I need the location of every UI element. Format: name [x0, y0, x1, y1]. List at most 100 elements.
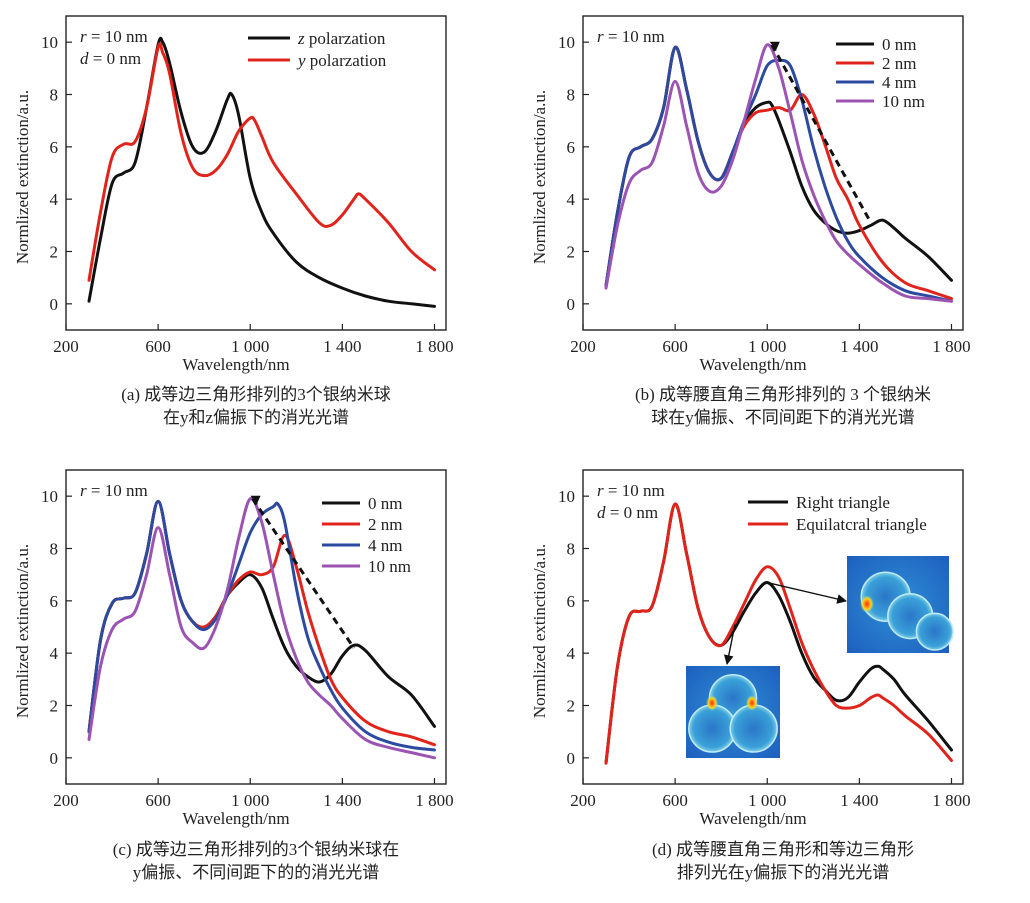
- x-axis-label: Wavelength/nm: [699, 355, 806, 374]
- x-tick-label: 1 400: [323, 337, 361, 356]
- pointer-arrow-equilateral-triangle: [723, 624, 736, 665]
- y-tick-label: 4: [567, 190, 576, 209]
- x-tick-label: 200: [53, 337, 79, 356]
- legend-label: 0 nm: [882, 35, 916, 54]
- plot-frame: [65, 469, 447, 785]
- y-axis-label: Normlized extinction/a.u.: [13, 544, 32, 718]
- field-map-insets: [686, 556, 954, 758]
- y-tick-label: 0: [567, 295, 576, 314]
- x-tick-label: 1 000: [748, 337, 786, 356]
- chart-panel-c: 200 600 1 000 1 400 1 800 0 2 4 6 8 10 Wavelength/n…: [13, 469, 454, 882]
- x-tick-label: 1 000: [748, 791, 786, 810]
- x-axis-label: Wavelength/nm: [182, 809, 289, 828]
- parameter-annotation: r = 10 nm: [80, 481, 148, 500]
- parameter-annotation: r = 10 nm: [597, 481, 665, 500]
- y-tick-label: 2: [50, 697, 59, 716]
- legend: 0 nm 2 nm 4 nm 10 nm: [322, 494, 411, 576]
- legend-label: Right triangle: [796, 493, 890, 512]
- x-tick-label: 1 800: [415, 337, 453, 356]
- y-tick-label: 10: [558, 33, 575, 52]
- x-tick-label: 1 800: [415, 791, 453, 810]
- parameter-annotation: r = 10 nm: [597, 27, 665, 46]
- legend-label: 0 nm: [368, 494, 402, 513]
- field-map-sphere: [915, 612, 954, 651]
- legend-label: 10 nm: [882, 92, 925, 111]
- legend-label: Equilatcral triangle: [796, 515, 927, 534]
- x-tick-label: 1 800: [932, 791, 970, 810]
- hot-spot: [706, 695, 718, 711]
- series-line-3: [87, 497, 436, 760]
- y-tick-label: 4: [567, 644, 576, 663]
- x-tick-label: 600: [662, 337, 688, 356]
- x-tick-label: 1 400: [323, 791, 361, 810]
- y-tick-label: 0: [567, 749, 576, 768]
- series-line-1: [604, 502, 953, 765]
- y-tick-label: 8: [50, 540, 59, 559]
- trend-arrow-head: [250, 495, 261, 505]
- plot-frame: [582, 15, 964, 331]
- series-line-0: [87, 36, 436, 308]
- series-line-1: [87, 42, 436, 282]
- y-axis-label: Normlized extinction/a.u.: [530, 90, 549, 264]
- series-line-3: [604, 43, 953, 303]
- hot-spot: [746, 695, 758, 711]
- parameter-annotation: d = 0 nm: [597, 503, 658, 522]
- x-tick-label: 200: [53, 791, 79, 810]
- x-tick-label: 1 400: [840, 791, 878, 810]
- x-tick-label: 600: [145, 337, 171, 356]
- y-tick-label: 8: [567, 540, 576, 559]
- x-tick-label: 200: [570, 337, 596, 356]
- series-line-2: [604, 45, 953, 303]
- panel-caption: 在y和z偏振下的消光光谱: [163, 408, 349, 427]
- y-tick-label: 2: [567, 697, 576, 716]
- y-tick-label: 2: [50, 243, 59, 262]
- panel-caption: (b) 成等腰直角三角形排列的 3 个银纳米: [635, 385, 931, 404]
- legend-label: 10 nm: [368, 557, 411, 576]
- trend-arrow-line: [770, 44, 873, 224]
- chart-panel-a: 200 600 1 000 1 400 1 800 0 2 4 6 8 10 Wavelength/n…: [13, 15, 454, 427]
- panel-caption: y偏振、不同间距下的的消光光谱: [133, 863, 380, 882]
- series-line-2: [87, 499, 436, 752]
- legend-label: z polarzation: [297, 29, 386, 48]
- y-tick-label: 6: [567, 592, 576, 611]
- y-tick-label: 6: [50, 138, 59, 157]
- field-map-sphere: [729, 704, 778, 753]
- plot-frame: [65, 15, 447, 331]
- x-tick-label: 1 800: [932, 337, 970, 356]
- legend: z polarzation y polarzation: [248, 29, 387, 70]
- parameter-annotation: r = 10 nm: [80, 27, 148, 46]
- pointer-arrow-right-triangle: [767, 581, 847, 604]
- x-tick-label: 600: [145, 791, 171, 810]
- field-map-sphere: [688, 704, 737, 753]
- panel-caption: (d) 成等腰直角三角形和等边三角形: [652, 840, 914, 859]
- legend-label: 4 nm: [368, 536, 402, 555]
- x-tick-label: 600: [662, 791, 688, 810]
- y-tick-label: 0: [50, 295, 59, 314]
- x-axis-label: Wavelength/nm: [699, 809, 806, 828]
- trend-arrow-line: [251, 497, 356, 649]
- parameter-annotation: d = 0 nm: [80, 49, 141, 68]
- plot-frame: [582, 469, 964, 785]
- legend-label: 2 nm: [882, 54, 916, 73]
- panel-caption: 排列光在y偏振下的消光光谱: [677, 863, 890, 882]
- x-tick-label: 200: [570, 791, 596, 810]
- y-tick-label: 10: [41, 487, 58, 506]
- y-tick-label: 2: [567, 243, 576, 262]
- field-map-equilateral-triangle: [686, 666, 780, 758]
- legend-label: 2 nm: [368, 515, 402, 534]
- y-tick-label: 10: [558, 487, 575, 506]
- y-axis-label: Normlized extinction/a.u.: [13, 90, 32, 264]
- y-tick-label: 6: [567, 138, 576, 157]
- chart-panel-d: 200 600 1 000 1 400 1 800 0 2 4 6 8 10 Wavelength/n…: [530, 469, 971, 882]
- y-axis-label: Normlized extinction/a.u.: [530, 544, 549, 718]
- y-tick-label: 0: [50, 749, 59, 768]
- y-tick-label: 6: [50, 592, 59, 611]
- field-map-right-triangle: [847, 556, 954, 653]
- x-axis-label: Wavelength/nm: [182, 355, 289, 374]
- legend: Right triangle Equilatcral triangle: [748, 493, 927, 534]
- panel-caption: (a) 成等边三角形排列的3个银纳米球: [121, 385, 391, 404]
- trend-arrow-head: [769, 41, 780, 51]
- y-tick-label: 8: [567, 86, 576, 105]
- y-tick-label: 10: [41, 33, 58, 52]
